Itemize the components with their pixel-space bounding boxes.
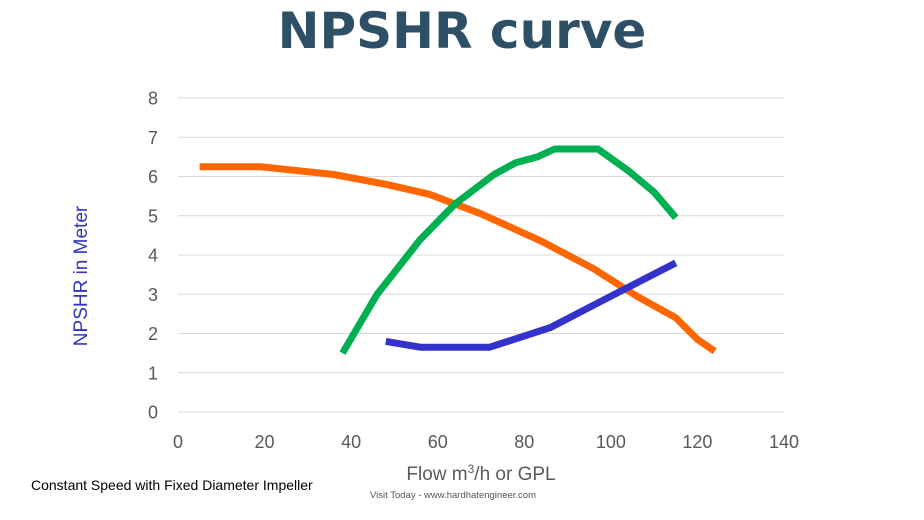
x-tick-label: 40 — [341, 432, 361, 452]
y-tick-label: 6 — [148, 167, 158, 187]
x-axis-label: Flow m3/h or GPL — [406, 462, 555, 485]
x-axis-label-superscript: 3 — [468, 462, 475, 476]
x-tick-label: 20 — [255, 432, 275, 452]
x-tick-label: 80 — [514, 432, 534, 452]
y-tick-label: 2 — [148, 324, 158, 344]
y-tick-label: 5 — [148, 206, 158, 226]
series-line-2 — [339, 145, 679, 355]
y-tick-label: 1 — [148, 363, 158, 383]
data-series — [199, 145, 717, 355]
x-tick-label: 0 — [173, 432, 183, 452]
x-axis-label-rest: /h or GPL — [474, 464, 555, 485]
page-title: NPSHR curve — [277, 2, 647, 60]
y-tick-label: 7 — [148, 128, 158, 148]
y-axis-label: NPSHR in Meter — [71, 205, 92, 346]
x-tick-label: 140 — [769, 432, 799, 452]
y-tick-label: 8 — [148, 89, 158, 109]
y-tick-label: 0 — [148, 403, 158, 423]
series-line-1 — [199, 163, 717, 355]
watermark: Visit Today - www.hardhatengineer.com — [370, 490, 536, 501]
series-line-3 — [385, 259, 678, 351]
x-tick-label: 60 — [428, 432, 448, 452]
y-tick-labels: 0 1 2 3 4 5 6 7 8 — [148, 89, 158, 423]
grid-lines — [178, 97, 784, 413]
footer-note: Constant Speed with Fixed Diameter Impel… — [31, 477, 313, 493]
y-tick-label: 4 — [148, 246, 158, 266]
x-tick-label: 100 — [596, 432, 626, 452]
x-axis-label-main: Flow m — [406, 464, 467, 485]
y-tick-label: 3 — [148, 285, 158, 305]
x-tick-labels: 0 20 40 60 80 100 120 140 — [173, 432, 799, 452]
x-tick-label: 120 — [682, 432, 712, 452]
